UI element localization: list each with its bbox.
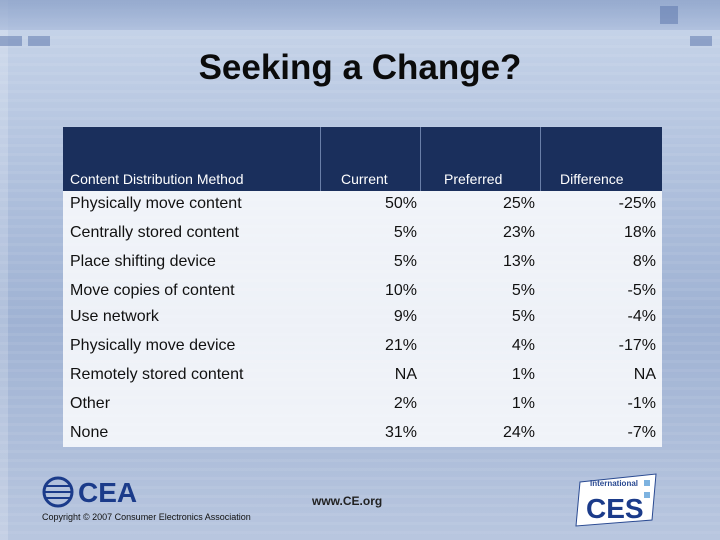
difference-cell: 8% bbox=[632, 253, 656, 270]
preferred-cell: 23% bbox=[502, 224, 535, 241]
slide-title: Seeking a Change? bbox=[198, 48, 522, 87]
top-band bbox=[0, 0, 720, 30]
difference-cell: -5% bbox=[627, 282, 656, 299]
method-cell: Move copies of content bbox=[70, 282, 235, 299]
table-row: Centrally stored content 5% 23% 18% bbox=[63, 220, 662, 249]
method-cell: Physically move content bbox=[70, 195, 242, 212]
method-cell: Centrally stored content bbox=[70, 224, 239, 241]
current-cell: 2% bbox=[393, 395, 417, 412]
table-row: Physically move content 50% 25% -25% bbox=[63, 191, 662, 220]
table-row: Other 2% 1% -1% bbox=[63, 391, 662, 420]
current-cell: 9% bbox=[393, 308, 417, 325]
difference-cell: -17% bbox=[618, 337, 656, 354]
header-method: Content Distribution Method bbox=[70, 171, 244, 187]
method-cell: Place shifting device bbox=[70, 253, 216, 270]
current-cell: 10% bbox=[384, 282, 417, 299]
preferred-cell: 5% bbox=[511, 308, 535, 325]
distribution-table: Content Distribution Method Current Pref… bbox=[63, 127, 662, 447]
current-cell: 31% bbox=[384, 424, 417, 441]
preferred-cell: 1% bbox=[511, 395, 535, 412]
preferred-cell: 24% bbox=[502, 424, 535, 441]
difference-cell: -7% bbox=[627, 424, 656, 441]
table-row: Physically move device 21% 4% -17% bbox=[63, 333, 662, 362]
table-body: Physically move content 50% 25% -25% Central… bbox=[63, 191, 662, 447]
current-cell: 5% bbox=[393, 224, 417, 241]
current-cell: 50% bbox=[384, 195, 417, 212]
current-cell: 21% bbox=[384, 337, 417, 354]
cea-logo-text: CEA bbox=[78, 477, 137, 508]
difference-cell: -4% bbox=[627, 308, 656, 325]
current-cell: NA bbox=[394, 366, 417, 383]
method-cell: None bbox=[70, 424, 109, 441]
preferred-cell: 13% bbox=[502, 253, 535, 270]
table-row: Use network 9% 5% -4% bbox=[63, 304, 662, 333]
method-cell: Physically move device bbox=[70, 337, 236, 354]
table-row: Move copies of content 10% 5% -5% bbox=[63, 278, 662, 307]
preferred-cell: 25% bbox=[502, 195, 535, 212]
difference-cell: -1% bbox=[627, 395, 656, 412]
ces-badge-top: International bbox=[590, 479, 638, 488]
ces-badge-main: CES bbox=[586, 493, 644, 524]
preferred-cell: 4% bbox=[511, 337, 535, 354]
table-header: Content Distribution Method Current Pref… bbox=[63, 127, 662, 191]
difference-cell: 18% bbox=[623, 224, 656, 241]
table-row: Place shifting device 5% 13% 8% bbox=[63, 249, 662, 278]
cea-globe-icon bbox=[42, 476, 74, 508]
cea-logo: CEA bbox=[40, 474, 150, 519]
table-row: None 31% 24% -7% bbox=[63, 420, 662, 449]
preferred-cell: 1% bbox=[511, 366, 535, 383]
ces-badge: International CES bbox=[570, 470, 660, 535]
preferred-cell: 5% bbox=[511, 282, 535, 299]
difference-cell: -25% bbox=[618, 195, 656, 212]
header-current: Current bbox=[341, 171, 388, 187]
header-difference: Difference bbox=[560, 171, 624, 187]
copyright: Copyright © 2007 Consumer Electronics As… bbox=[42, 512, 251, 522]
method-cell: Use network bbox=[70, 308, 159, 325]
website: www.CE.org bbox=[312, 494, 383, 508]
difference-cell: NA bbox=[633, 366, 656, 383]
table-row: Remotely stored content NA 1% NA bbox=[63, 362, 662, 391]
method-cell: Other bbox=[70, 395, 111, 412]
header-preferred: Preferred bbox=[444, 171, 503, 187]
method-cell: Remotely stored content bbox=[70, 366, 244, 383]
current-cell: 5% bbox=[393, 253, 417, 270]
